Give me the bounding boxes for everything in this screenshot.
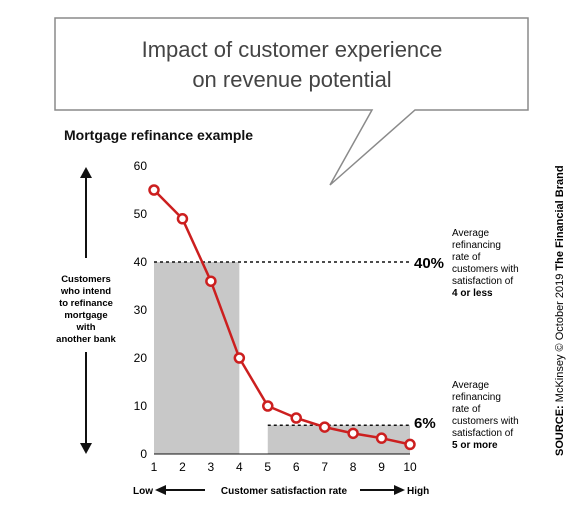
data-point xyxy=(318,421,331,433)
callout-bubble xyxy=(54,17,529,186)
x-tick-label: 3 xyxy=(208,460,215,474)
x-tick-label: 5 xyxy=(264,460,271,474)
source-label: SOURCE: xyxy=(554,405,566,456)
y-tick-label: 50 xyxy=(134,207,148,221)
source-brand: The Financial Brand xyxy=(554,165,566,270)
annotation-low-line: Average xyxy=(452,228,490,239)
data-point xyxy=(148,184,160,196)
data-point xyxy=(290,412,302,424)
y-tick-label: 10 xyxy=(134,399,148,413)
annotation-high-line: refinancing xyxy=(452,392,501,403)
x-tick-label: 1 xyxy=(151,460,158,474)
annotation-high-line: customers with xyxy=(452,416,519,427)
x-tick-labels: 1 2 3 4 5 6 7 8 9 10 xyxy=(151,460,417,474)
annotation-high-line: satisfaction of xyxy=(452,428,513,439)
x-tick-label: 7 xyxy=(321,460,328,474)
y-tick-labels: 0 10 20 30 40 50 60 xyxy=(134,159,148,461)
annotation-low-line: satisfaction of xyxy=(452,276,513,287)
source-org: McKinsey xyxy=(554,354,566,402)
callout-title-line1: Impact of customer experience xyxy=(142,37,443,62)
y-tick-label: 30 xyxy=(134,303,148,317)
series-line-path xyxy=(153,189,411,446)
x-axis-title: Customer satisfaction rate xyxy=(221,486,348,497)
data-point xyxy=(375,432,388,444)
annotation-low-line: rate of xyxy=(452,252,481,263)
x-tick-label: 2 xyxy=(179,460,186,474)
annotation-low-bold: 4 or less xyxy=(452,288,493,299)
x-axis-low-label: Low xyxy=(133,486,153,497)
callout-title-line2: on revenue potential xyxy=(192,67,391,92)
data-point xyxy=(404,438,416,451)
series-line xyxy=(153,189,411,446)
y-tick-label: 40 xyxy=(134,255,148,269)
x-axis-high-label: High xyxy=(407,486,429,497)
x-tick-label: 10 xyxy=(403,460,417,474)
x-axis-label: Low Customer satisfaction rate High xyxy=(133,485,429,497)
y-axis-label-line: to refinance xyxy=(59,298,113,309)
annotation-low: Average refinancing rate of customers wi… xyxy=(452,228,519,299)
average-label-high: 6% xyxy=(414,415,436,432)
annotation-low-line: refinancing xyxy=(452,240,501,251)
y-axis-arrow xyxy=(80,167,92,454)
y-axis-label: Customers who intend to refinance mortga… xyxy=(56,274,116,345)
average-region-0 xyxy=(154,262,240,454)
data-point xyxy=(205,275,217,287)
annotation-high-bold: 5 or more xyxy=(452,440,498,451)
average-label-low: 40% xyxy=(414,255,444,272)
x-tick-label: 6 xyxy=(293,460,300,474)
data-point xyxy=(233,352,246,364)
data-point xyxy=(262,400,274,412)
y-axis-label-line: another bank xyxy=(56,334,116,345)
y-axis-label-line: Customers xyxy=(61,274,111,285)
y-axis-label-line: who intend xyxy=(60,286,111,297)
annotation-low-line: customers with xyxy=(452,264,519,275)
y-tick-label: 0 xyxy=(140,447,147,461)
annotation-high-line: rate of xyxy=(452,404,481,415)
source-credit: SOURCE: McKinsey © October 2019 The Fina… xyxy=(554,165,566,456)
data-point xyxy=(347,427,359,440)
x-tick-label: 9 xyxy=(378,460,385,474)
y-tick-label: 20 xyxy=(134,351,148,365)
copyright-icon: © xyxy=(554,343,566,351)
chart-subtitle: Mortgage refinance example xyxy=(64,127,253,143)
series-markers xyxy=(148,184,416,451)
average-dashed-lines xyxy=(154,261,410,426)
annotation-high-line: Average xyxy=(452,380,490,391)
data-point xyxy=(176,213,189,225)
x-tick-label: 8 xyxy=(350,460,357,474)
y-axis-label-line: mortgage xyxy=(64,310,107,321)
y-tick-label: 60 xyxy=(134,159,148,173)
x-tick-label: 4 xyxy=(236,460,243,474)
annotation-high: Average refinancing rate of customers wi… xyxy=(452,380,519,451)
y-axis-label-line: with xyxy=(76,322,96,333)
source-date: October 2019 xyxy=(554,274,566,341)
svg-text:SOURCE: McKinsey: SOURCE: McKinsey © October 2019 The Fina… xyxy=(554,165,566,456)
